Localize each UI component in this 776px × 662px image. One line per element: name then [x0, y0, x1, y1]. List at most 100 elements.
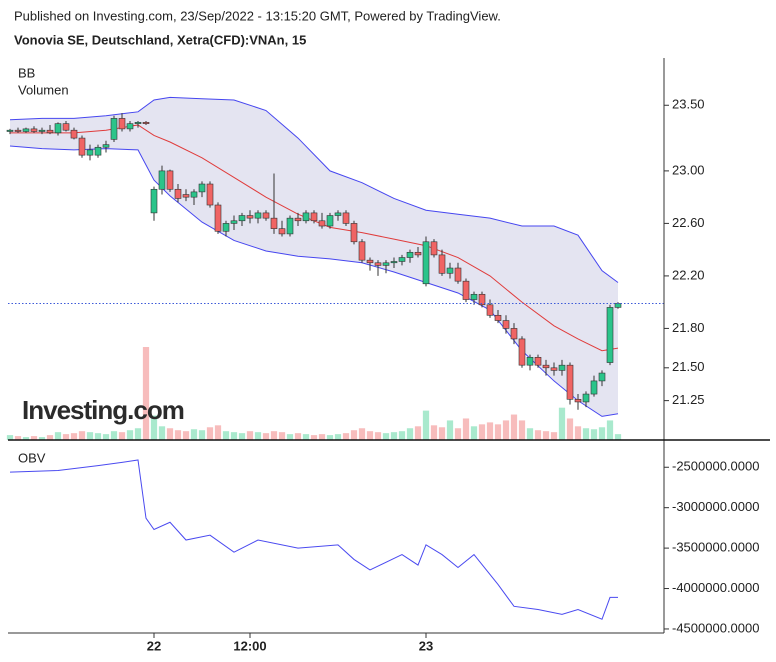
y-tick-label: -2500000.0000	[672, 459, 759, 474]
volume-bar	[230, 432, 238, 440]
candle-body	[134, 122, 142, 124]
y-tick-label: 22.60	[672, 215, 705, 230]
volume-bar	[30, 436, 38, 440]
bb-label: BB	[18, 65, 35, 80]
candle-body	[294, 217, 302, 222]
candle-body	[574, 399, 582, 403]
volume-bar	[14, 436, 22, 440]
candle-body	[302, 212, 310, 222]
instrument-title: Vonovia SE, Deutschland, Xetra(CFD):VNAn…	[14, 32, 306, 47]
volume-bar	[558, 407, 566, 440]
plot-layer	[6, 96, 664, 620]
volume-bar	[446, 420, 454, 440]
candle-body	[318, 220, 326, 227]
candle-body	[94, 146, 102, 156]
candle-body	[262, 212, 270, 219]
volume-bar	[78, 431, 86, 440]
volume-bar	[214, 425, 222, 440]
volume-bar	[502, 420, 510, 440]
volume-bar	[526, 428, 534, 440]
candle-body	[6, 129, 14, 132]
candle-body	[526, 356, 534, 366]
candle-body	[558, 364, 566, 371]
volume-bar	[462, 418, 470, 440]
logo: Investing.com	[22, 395, 184, 425]
candle-body	[310, 212, 318, 222]
y-tick-label: -4000000.0000	[672, 580, 759, 595]
volume-bar	[358, 428, 366, 440]
x-tick-label: 22	[147, 638, 161, 653]
volume-bar	[294, 433, 302, 440]
y-tick-label: 21.25	[672, 392, 705, 407]
candle-body	[38, 129, 46, 132]
candle-body	[598, 372, 606, 382]
volume-bar	[166, 428, 174, 440]
volume-bar	[614, 434, 622, 440]
candle-body	[422, 241, 430, 285]
y-tick-label: -3000000.0000	[672, 499, 759, 514]
volume-bar	[574, 426, 582, 440]
volume-bar	[318, 434, 326, 440]
candle-body	[478, 293, 486, 306]
volume-bar	[366, 431, 374, 440]
volume-label: Volumen	[18, 82, 69, 97]
volume-bar	[430, 425, 438, 440]
volume-bar	[350, 430, 358, 440]
obv-line	[9, 459, 618, 620]
y-tick-label: -4500000.0000	[672, 620, 759, 635]
candle-body	[190, 191, 198, 198]
candle-body	[534, 356, 542, 366]
candle-body	[486, 304, 494, 316]
candle-body	[54, 123, 62, 134]
y-tick-label: 21.80	[672, 320, 705, 335]
candle-body	[430, 241, 438, 256]
volume-bar	[190, 429, 198, 440]
volume-bar	[22, 437, 30, 440]
volume-bar	[542, 431, 550, 440]
candle-body	[254, 212, 262, 219]
volume-bar	[414, 426, 422, 440]
candle-body	[518, 338, 526, 366]
candle-body	[222, 223, 230, 232]
candle-body	[46, 129, 54, 134]
candle-body	[182, 194, 190, 198]
candle-body	[102, 144, 110, 148]
candle-body	[22, 128, 30, 132]
volume-bar	[6, 435, 14, 440]
volume-bar	[590, 429, 598, 440]
candle-body	[214, 204, 222, 232]
candle-body	[278, 228, 286, 235]
candle-body	[358, 241, 366, 261]
volume-bar	[102, 434, 110, 440]
candle-body	[174, 188, 182, 199]
volume-bar	[310, 435, 318, 440]
y-tick-label: 22.20	[672, 267, 705, 282]
volume-bar	[38, 437, 46, 440]
candle-body	[470, 293, 478, 300]
candle-body	[342, 212, 350, 224]
y-tick-label: 21.50	[672, 359, 705, 374]
candle-body	[62, 123, 70, 131]
candle-body	[542, 364, 550, 369]
bb-band	[10, 97, 618, 417]
candle-body	[334, 212, 342, 216]
volume-bar	[470, 426, 478, 440]
candle-body	[78, 137, 86, 156]
y-tick-label: 23.00	[672, 162, 705, 177]
volume-bar	[374, 432, 382, 440]
candle-body	[582, 393, 590, 403]
volume-bar	[238, 433, 246, 440]
volume-bar	[46, 435, 54, 440]
volume-bar	[478, 424, 486, 440]
volume-bar	[278, 432, 286, 440]
volume-bar	[142, 347, 150, 440]
volume-bar	[550, 432, 558, 440]
candle-body	[86, 149, 94, 156]
candle-body	[14, 129, 22, 132]
candle-body	[374, 262, 382, 266]
volume-bar	[158, 426, 166, 440]
volume-bar	[174, 430, 182, 440]
volume-bar	[286, 434, 294, 440]
candle-body	[166, 170, 174, 190]
candle-body	[270, 217, 278, 229]
